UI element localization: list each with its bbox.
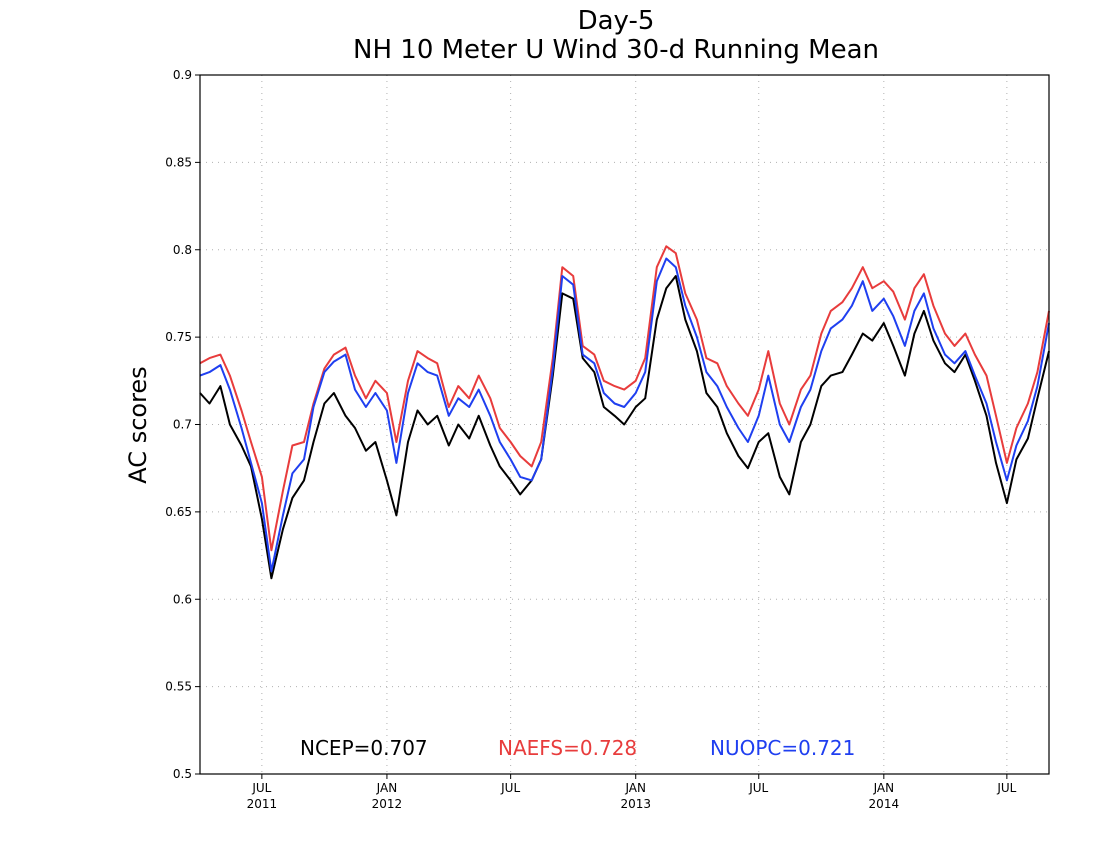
x-axis-ticks: JUL 2011 JAN 2012 JUL JAN 2013 JUL JAN 2014 JUL (247, 774, 1017, 811)
y-tick-label: 0.9 (173, 68, 192, 82)
y-tick-label: 0.85 (165, 155, 192, 169)
x-tick-label: JAN (376, 781, 398, 795)
x-tick-label: JUL (500, 781, 520, 795)
x-tick-label: JAN (624, 781, 646, 795)
x-tick-year-label: 2011 (247, 797, 278, 811)
x-tick-year-label: 2012 (372, 797, 403, 811)
series-line-naefs (199, 245, 1050, 552)
x-tick-year-label: 2014 (869, 797, 900, 811)
legend-ncep: NCEP=0.707 (300, 736, 428, 760)
y-axis-ticks: 0.5 0.55 0.6 0.65 0.7 0.75 0.8 0.85 0.9 (165, 68, 200, 781)
x-tick-label: JAN (873, 781, 895, 795)
x-tick-label: JUL (251, 781, 271, 795)
legend: NCEP=0.707 NAEFS=0.728 NUOPC=0.721 (300, 736, 855, 760)
y-tick-label: 0.65 (165, 505, 192, 519)
y-tick-label: 0.7 (173, 418, 192, 432)
legend-nuopc: NUOPC=0.721 (710, 736, 855, 760)
x-tick-label: JUL (748, 781, 768, 795)
y-tick-label: 0.5 (173, 767, 192, 781)
y-axis-label: AC scores (124, 366, 152, 483)
series-line-ncep (199, 275, 1050, 580)
y-tick-label: 0.55 (165, 680, 192, 694)
y-tick-label: 0.8 (173, 243, 192, 257)
chart-title: Day-5 (578, 6, 655, 36)
series-line-nuopc (199, 257, 1050, 573)
legend-naefs: NAEFS=0.728 (498, 736, 637, 760)
x-tick-year-label: 2013 (620, 797, 651, 811)
series-lines (199, 245, 1050, 580)
y-tick-label: 0.75 (165, 330, 192, 344)
grid (200, 75, 1049, 774)
y-tick-label: 0.6 (173, 592, 192, 606)
chart-subtitle: NH 10 Meter U Wind 30-d Running Mean (353, 35, 879, 65)
x-tick-label: JUL (996, 781, 1016, 795)
